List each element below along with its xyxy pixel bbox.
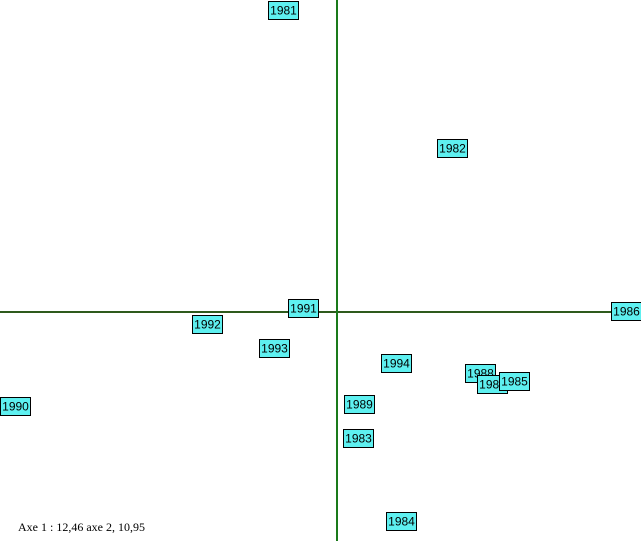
scatter-point: 1984 — [386, 512, 417, 531]
scatter-point-label: 1981 — [270, 4, 297, 18]
scatter-point: 1991 — [288, 299, 319, 318]
scatter-point-box — [343, 429, 374, 448]
scatter-point-label: 1992 — [194, 318, 221, 332]
scatter-point-label: 1994 — [383, 357, 410, 371]
scatter-point-label: 1991 — [290, 302, 317, 316]
scatter-point: 1981 — [268, 1, 299, 20]
scatter-point-label: 1993 — [261, 342, 288, 356]
scatter-point-label: 1982 — [439, 142, 466, 156]
axis-inertia-caption: Axe 1 : 12,46 axe 2, 10,95 — [18, 520, 145, 534]
scatter-point: 1994 — [381, 354, 412, 373]
scatter-point-label: 1986 — [613, 305, 640, 319]
scatter-point: 1989 — [344, 395, 375, 414]
scatter-point-label: 1990 — [2, 400, 29, 414]
scatter-point-label: 1985 — [501, 375, 528, 389]
scatter-point-label: 1983 — [345, 432, 372, 446]
scatter-point-box — [0, 397, 31, 416]
scatter-point-box — [268, 1, 299, 20]
scatter-point-box — [386, 512, 417, 531]
scatter-point: 1990 — [0, 397, 31, 416]
scatter-point: 1993 — [259, 339, 290, 358]
scatter-point-box — [259, 339, 290, 358]
scatter-point: 1986 — [611, 302, 641, 321]
scatter-point-box — [288, 299, 319, 318]
scatter-point: 1982 — [437, 139, 468, 158]
scatter-point-box — [344, 395, 375, 414]
scatter-point-label: 1989 — [346, 398, 373, 412]
scatter-point-box — [437, 139, 468, 158]
scatter-point-box — [499, 372, 530, 391]
scatter-point-box — [611, 302, 641, 321]
scatter-point: 1985 — [499, 372, 530, 391]
scatter-point-box — [381, 354, 412, 373]
scatter-point: 1983 — [343, 429, 374, 448]
scatter-point-label: 1984 — [388, 515, 415, 529]
scatter-point: 1992 — [192, 315, 223, 334]
scatter-point-box — [192, 315, 223, 334]
